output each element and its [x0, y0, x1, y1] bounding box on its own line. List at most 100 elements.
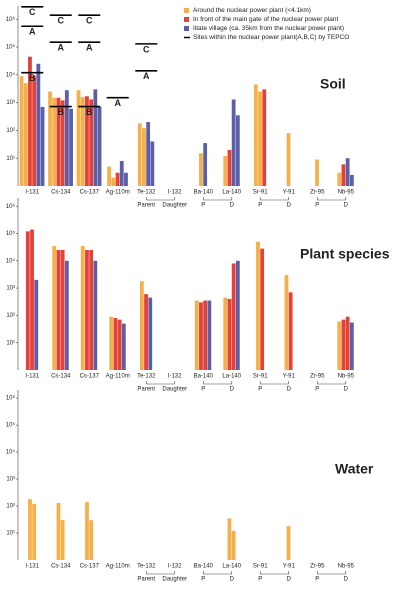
- panel-label: Soil: [320, 76, 346, 92]
- x-tick-label: Sr-91: [253, 564, 268, 570]
- bar: [345, 158, 350, 186]
- pair-bracket: [202, 197, 233, 201]
- bar: [256, 241, 260, 370]
- pair-bracket: [259, 381, 290, 385]
- y-tick-label: 10⁵: [6, 44, 16, 51]
- x-tick-label: Y-91: [283, 190, 296, 196]
- pair-label: P: [315, 387, 319, 393]
- bar: [194, 300, 199, 370]
- bar: [34, 279, 39, 370]
- bar: [349, 174, 354, 186]
- bar: [227, 149, 232, 186]
- bar: [80, 96, 85, 186]
- pair-label: Daughter: [162, 577, 187, 583]
- pair-bracket: [259, 571, 290, 575]
- bar: [231, 99, 236, 186]
- legend-swatch: [184, 8, 189, 13]
- bar: [56, 249, 61, 370]
- bar: [124, 172, 128, 186]
- x-tick-label: Nb-95: [338, 190, 355, 196]
- bar: [337, 172, 342, 186]
- y-tick-label: 10²: [6, 504, 15, 510]
- x-tick-label: Ba-140: [194, 374, 214, 380]
- y-tick-label: 10²: [6, 313, 15, 319]
- bar: [207, 300, 212, 370]
- bar: [235, 260, 240, 370]
- bar: [48, 91, 52, 186]
- bar: [52, 245, 57, 370]
- x-tick-label: I-131: [25, 190, 39, 196]
- pair-label: D: [287, 387, 292, 393]
- site-label: C: [86, 16, 93, 26]
- y-tick-label: 10¹: [6, 156, 15, 162]
- y-tick-label: 10⁶: [6, 16, 16, 23]
- pair-bracket: [145, 197, 176, 201]
- bar: [111, 177, 116, 186]
- x-tick-label: Te-132: [137, 374, 156, 380]
- y-tick-label: 10¹: [6, 531, 15, 537]
- x-tick-label: Sr-91: [253, 374, 268, 380]
- y-tick-label: 10⁴: [6, 71, 16, 78]
- bar: [341, 319, 346, 370]
- bar: [284, 275, 289, 370]
- bar: [107, 166, 112, 186]
- pair-label: P: [201, 577, 205, 583]
- bar: [203, 300, 208, 370]
- bar: [40, 106, 45, 186]
- site-label: B: [86, 107, 93, 117]
- x-tick-label: La-140: [222, 190, 241, 196]
- bar: [89, 99, 94, 186]
- bar: [119, 160, 124, 186]
- x-tick-label: Sr-91: [253, 190, 268, 196]
- bar: [223, 156, 228, 186]
- bar: [56, 97, 61, 186]
- bar: [288, 292, 293, 370]
- bar: [286, 526, 291, 560]
- bar: [28, 499, 32, 560]
- panel-label: Water: [335, 461, 374, 477]
- pair-label: P: [258, 577, 262, 583]
- pair-bracket: [316, 571, 347, 575]
- bar: [93, 260, 98, 370]
- bar: [30, 229, 34, 370]
- bar: [315, 159, 319, 186]
- pair-bracket: [259, 197, 290, 201]
- bar: [139, 281, 144, 370]
- x-tick-label: I-132: [168, 564, 182, 570]
- x-tick-label: Zr-95: [310, 374, 325, 380]
- bar: [227, 518, 232, 560]
- bar: [32, 503, 37, 560]
- bar: [28, 56, 32, 187]
- x-tick-label: Cs-134: [51, 374, 71, 380]
- x-tick-label: Nb-95: [338, 564, 355, 570]
- pair-label: P: [315, 577, 319, 583]
- bar: [345, 316, 350, 370]
- x-tick-label: I-132: [168, 374, 182, 380]
- bar: [341, 164, 346, 186]
- bar: [69, 108, 73, 186]
- site-label: A: [143, 71, 150, 81]
- x-tick-label: Cs-137: [80, 564, 100, 570]
- legend-label: Sites within the nuclear power plant(A,B…: [193, 34, 349, 41]
- pair-label: Parent: [137, 203, 155, 209]
- y-tick-label: 10³: [6, 477, 15, 483]
- x-tick-label: I-132: [168, 190, 182, 196]
- x-tick-label: Te-132: [137, 190, 156, 196]
- bar: [23, 83, 28, 186]
- bar: [227, 298, 232, 370]
- bar: [109, 316, 114, 370]
- pair-bracket: [202, 571, 233, 575]
- x-tick-label: Y-91: [283, 374, 296, 380]
- bar: [148, 297, 153, 370]
- x-tick-label: Nb-95: [338, 374, 355, 380]
- pair-label: D: [287, 577, 292, 583]
- legend-label: Around the nuclear power plant (<4.1km): [193, 7, 311, 14]
- bar: [89, 249, 94, 370]
- bar: [199, 153, 203, 186]
- bar: [121, 323, 126, 370]
- y-tick-label: 10³: [6, 100, 15, 106]
- bar: [115, 172, 120, 186]
- pair-bracket: [316, 381, 347, 385]
